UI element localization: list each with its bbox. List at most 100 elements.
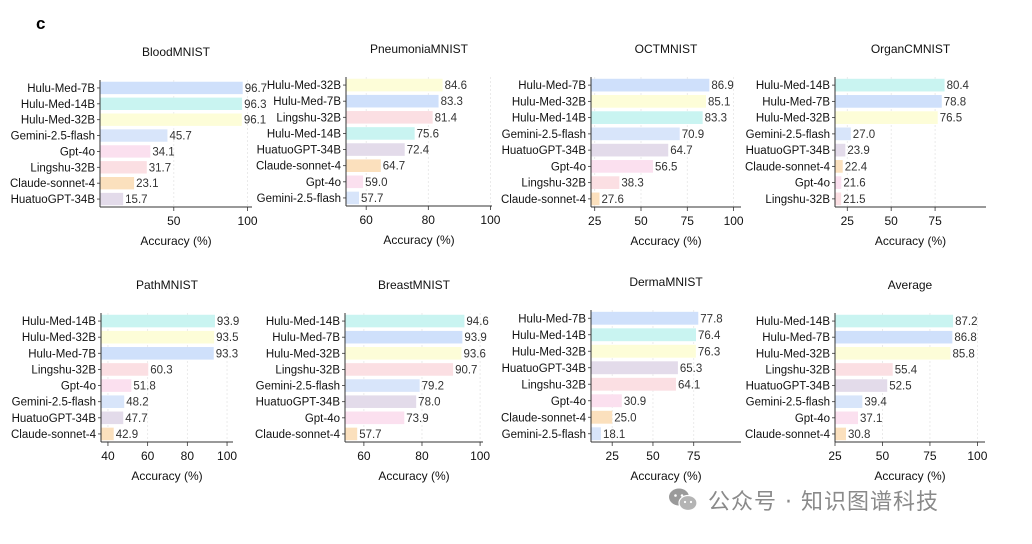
bar-gemini-2-5-flash	[591, 127, 680, 141]
x-tick-label: 50	[885, 214, 899, 228]
x-tick-label: 25	[841, 214, 855, 228]
bar-hulu-med-32b	[835, 111, 938, 124]
bar-huatuogpt-34b	[835, 143, 846, 157]
x-axis-label: Accuracy (%)	[131, 469, 202, 483]
value-label: 72.4	[407, 145, 430, 157]
category-label: Hulu-Med-14B	[512, 113, 586, 125]
category-label: Hulu-Med-14B	[512, 330, 586, 342]
bar-lingshu-32b	[100, 161, 147, 174]
value-label: 23.9	[847, 145, 869, 157]
bar-huatuogpt-34b	[591, 143, 669, 157]
chart-title: BloodMNIST	[142, 45, 211, 59]
value-label: 85.1	[708, 96, 730, 108]
value-label: 87.2	[955, 316, 977, 328]
bar-hulu-med-7b	[101, 347, 214, 360]
x-tick-label: 25	[588, 214, 602, 228]
x-tick-label: 40	[101, 449, 115, 463]
bar-hulu-med-7b	[835, 95, 942, 108]
category-label: Claude-sonnet-4	[745, 429, 831, 441]
x-axis-label: Accuracy (%)	[875, 234, 946, 248]
bar-hulu-med-7b	[591, 311, 699, 325]
bar-gpt-4o	[346, 175, 364, 189]
x-tick-label: 25	[828, 449, 842, 463]
category-label: Claude-sonnet-4	[11, 429, 97, 441]
value-label: 85.8	[952, 348, 974, 360]
bar-hulu-med-7b	[100, 81, 243, 95]
bar-gpt-4o	[835, 176, 842, 189]
value-label: 64.7	[383, 161, 405, 173]
bar-hulu-med-32b	[591, 95, 706, 108]
bar-gpt-4o	[101, 379, 132, 392]
category-label: Gemini-2.5-flash	[502, 429, 586, 441]
chart-title: Average	[888, 278, 933, 292]
bar-gemini-2-5-flash	[835, 127, 851, 141]
value-label: 57.7	[359, 429, 381, 441]
category-label: Lingshu-32B	[30, 162, 95, 174]
value-label: 25.0	[614, 412, 636, 424]
bar-lingshu-32b	[835, 192, 842, 206]
value-label: 81.4	[435, 112, 458, 124]
chart-title: OCTMNIST	[635, 42, 698, 56]
value-label: 48.2	[126, 397, 148, 409]
bar-huatuogpt-34b	[345, 395, 417, 408]
bar-huatuogpt-34b	[346, 143, 405, 156]
category-label: Hulu-Med-14B	[756, 316, 830, 328]
value-label: 64.1	[678, 379, 700, 391]
category-label: Lingshu-32B	[31, 364, 96, 376]
x-tick-label: 80	[422, 213, 436, 227]
x-tick-label: 80	[181, 449, 195, 463]
value-label: 73.9	[406, 413, 428, 425]
category-label: Hulu-Med-7B	[518, 80, 586, 92]
bar-hulu-med-14b	[591, 111, 703, 124]
category-label: Claude-sonnet-4	[745, 161, 831, 173]
bar-gpt-4o	[835, 411, 858, 425]
value-label: 39.4	[864, 397, 887, 409]
x-axis-label: Accuracy (%)	[630, 469, 701, 483]
wechat-icon	[669, 488, 698, 512]
x-tick-label: 75	[928, 214, 942, 228]
value-label: 77.8	[700, 313, 722, 325]
chart-organcmnist: OrganCMNIST 80.4 Hulu-Med-14B 78.8 Hulu-Med-…	[745, 42, 986, 248]
value-label: 86.8	[954, 332, 976, 344]
value-label: 23.1	[136, 178, 158, 190]
category-label: Hulu-Med-14B	[22, 316, 96, 328]
category-label: Lingshu-32B	[276, 112, 341, 124]
chart-breastmnist: BreastMNIST 94.6 Hulu-Med-14B 93.9 Hulu-Med-…	[255, 278, 490, 483]
bar-gemini-2-5-flash	[346, 191, 360, 205]
bar-gpt-4o	[591, 394, 622, 408]
bar-claude-sonnet-4	[591, 410, 613, 424]
value-label: 60.3	[150, 364, 172, 376]
watermark-text: 公众号 · 知识图谱科技	[708, 490, 939, 515]
value-label: 30.9	[624, 396, 646, 408]
category-label: Hulu-Med-14B	[756, 80, 830, 92]
value-label: 30.8	[848, 429, 870, 441]
bar-gpt-4o	[345, 411, 405, 425]
bar-hulu-med-32b	[101, 330, 215, 344]
bar-gemini-2-5-flash	[101, 395, 125, 408]
x-axis-label: Accuracy (%)	[383, 233, 454, 247]
category-label: Hulu-Med-7B	[272, 332, 340, 344]
bar-gemini-2-5-flash	[835, 395, 863, 408]
value-label: 79.2	[422, 381, 444, 393]
bar-lingshu-32b	[591, 176, 620, 189]
x-tick-label: 75	[681, 214, 695, 228]
bar-lingshu-32b	[345, 363, 454, 376]
category-label: HuatuoGPT-34B	[502, 363, 587, 375]
x-tick-label: 25	[606, 449, 620, 463]
chart-title: OrganCMNIST	[871, 42, 951, 56]
chart-octmnist: OCTMNIST 86.9 Hulu-Med-7B 85.1 Hulu-Med-32B 8…	[501, 42, 744, 248]
x-tick-label: 100	[724, 214, 744, 228]
chart-title: PathMNIST	[136, 278, 199, 292]
bar-gemini-2-5-flash	[345, 379, 420, 392]
value-label: 64.7	[670, 145, 692, 157]
watermark: 公众号 · 知识图谱科技	[668, 484, 939, 516]
x-tick-label: 100	[238, 214, 258, 228]
value-label: 15.7	[125, 194, 147, 206]
category-label: Hulu-Med-14B	[267, 128, 341, 140]
category-label: Hulu-Med-7B	[762, 96, 830, 108]
value-label: 21.6	[843, 178, 865, 190]
bar-lingshu-32b	[835, 363, 893, 376]
category-label: Gemini-2.5-flash	[746, 129, 830, 141]
value-label: 21.5	[843, 194, 865, 206]
category-label: Claude-sonnet-4	[10, 178, 96, 190]
